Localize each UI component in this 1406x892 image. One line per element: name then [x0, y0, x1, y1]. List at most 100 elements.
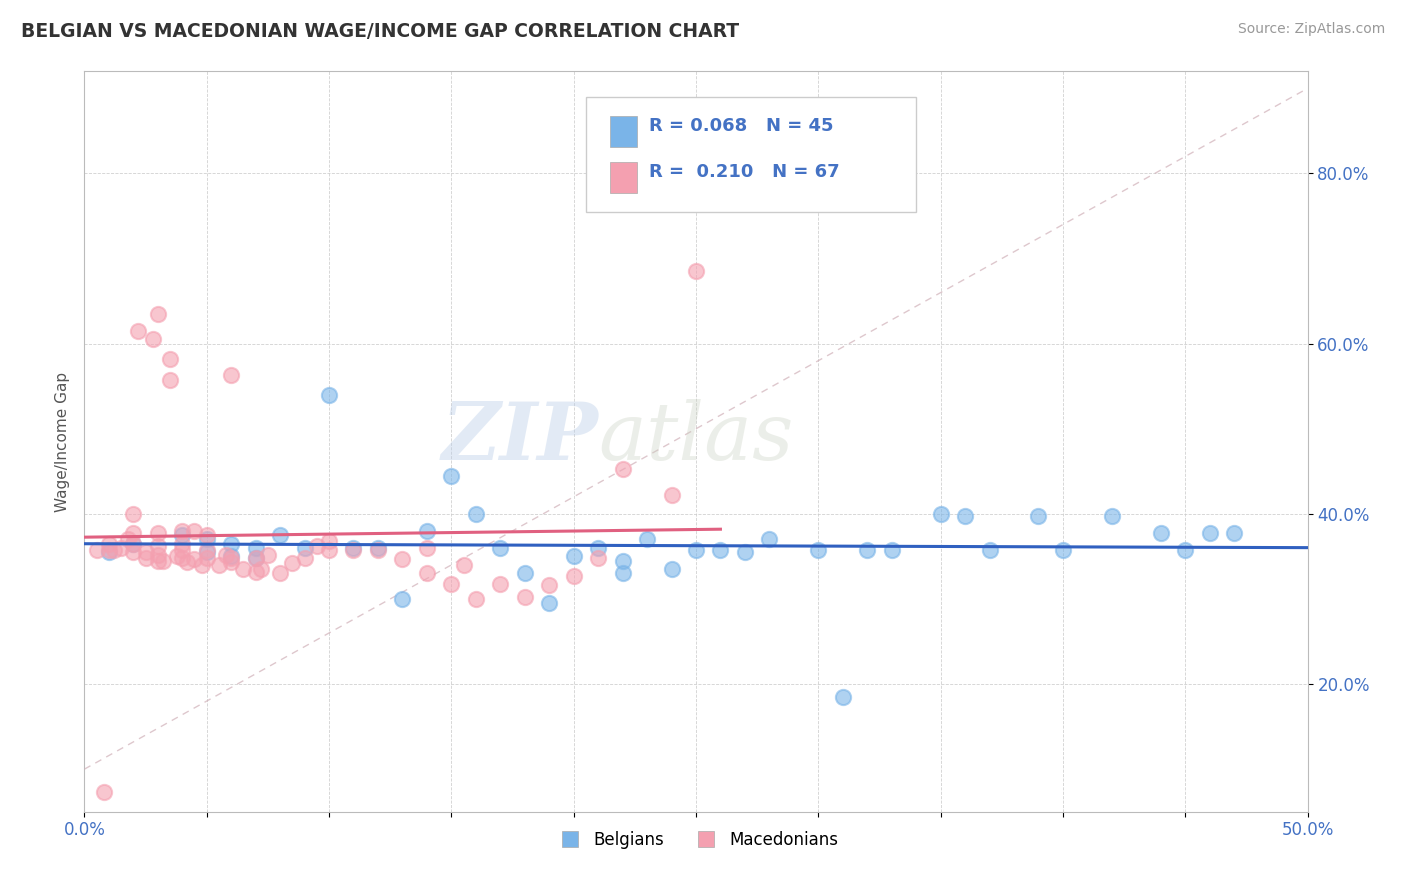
Point — [538, 578, 561, 592]
Point — [219, 551, 242, 566]
Point — [249, 562, 271, 576]
Point — [453, 558, 475, 572]
Point — [208, 558, 231, 572]
Point — [86, 542, 108, 557]
Point — [117, 533, 139, 547]
Point — [538, 596, 561, 610]
Point — [172, 536, 194, 550]
Point — [219, 555, 242, 569]
Point — [110, 541, 132, 555]
Point — [367, 542, 389, 557]
Point — [1028, 508, 1050, 523]
Legend: Belgians, Macedonians: Belgians, Macedonians — [547, 824, 845, 855]
Point — [122, 545, 145, 559]
Point — [103, 542, 125, 557]
Point — [318, 543, 340, 558]
Text: BELGIAN VS MACEDONIAN WAGE/INCOME GAP CORRELATION CHART: BELGIAN VS MACEDONIAN WAGE/INCOME GAP CO… — [21, 22, 740, 41]
Point — [195, 551, 218, 566]
Point — [391, 552, 413, 566]
Point — [856, 543, 879, 558]
Point — [612, 554, 634, 568]
Point — [513, 566, 536, 581]
Point — [318, 388, 340, 402]
Point — [281, 556, 304, 570]
Point — [416, 524, 439, 538]
Point — [880, 543, 903, 558]
Point — [245, 551, 267, 566]
Point — [219, 368, 242, 383]
Point — [464, 591, 486, 606]
Point — [152, 554, 174, 568]
Text: R = 0.068   N = 45: R = 0.068 N = 45 — [650, 117, 834, 135]
Point — [1052, 543, 1074, 558]
Point — [195, 528, 218, 542]
Point — [612, 462, 634, 476]
Point — [979, 543, 1001, 558]
Point — [245, 565, 267, 579]
FancyBboxPatch shape — [586, 97, 917, 212]
Point — [122, 507, 145, 521]
Point — [97, 536, 120, 550]
Point — [135, 545, 157, 559]
Point — [146, 307, 169, 321]
Point — [219, 536, 242, 550]
Point — [464, 507, 486, 521]
Point — [135, 551, 157, 566]
Point — [172, 551, 194, 566]
Point — [257, 548, 280, 562]
Point — [953, 508, 976, 523]
Point — [709, 542, 731, 557]
Point — [146, 548, 169, 562]
Point — [342, 543, 364, 558]
Text: Source: ZipAtlas.com: Source: ZipAtlas.com — [1237, 22, 1385, 37]
Point — [245, 551, 267, 566]
Point — [294, 541, 316, 555]
Point — [269, 566, 291, 581]
Point — [734, 545, 756, 559]
Point — [146, 539, 169, 553]
Point — [142, 333, 165, 347]
Point — [232, 562, 254, 576]
Point — [1198, 526, 1220, 541]
Point — [183, 552, 205, 566]
Point — [416, 541, 439, 555]
Point — [195, 533, 218, 547]
Point — [391, 591, 413, 606]
Point — [93, 785, 115, 799]
Point — [367, 541, 389, 555]
Text: R =  0.210   N = 67: R = 0.210 N = 67 — [650, 162, 841, 181]
Point — [219, 549, 242, 564]
Point — [685, 542, 707, 557]
Point — [636, 533, 658, 547]
Point — [342, 541, 364, 555]
Point — [97, 542, 120, 557]
Point — [195, 542, 218, 557]
Point — [122, 525, 145, 540]
Point — [807, 543, 830, 558]
Point — [215, 548, 238, 562]
Point — [195, 545, 218, 559]
Point — [1223, 526, 1246, 541]
Text: atlas: atlas — [598, 399, 793, 476]
Point — [176, 555, 198, 569]
Point — [318, 534, 340, 549]
Point — [172, 542, 194, 557]
Point — [758, 533, 780, 547]
Point — [440, 468, 463, 483]
Point — [172, 524, 194, 538]
Point — [685, 264, 707, 278]
Point — [612, 566, 634, 581]
Point — [159, 351, 181, 366]
Point — [661, 562, 683, 576]
Point — [586, 551, 609, 566]
Y-axis label: Wage/Income Gap: Wage/Income Gap — [55, 371, 70, 512]
Point — [294, 551, 316, 566]
Point — [562, 549, 585, 564]
Point — [586, 541, 609, 555]
Point — [146, 554, 169, 568]
Point — [183, 524, 205, 538]
Point — [122, 536, 145, 550]
Point — [172, 528, 194, 542]
Point — [416, 566, 439, 581]
Point — [440, 576, 463, 591]
